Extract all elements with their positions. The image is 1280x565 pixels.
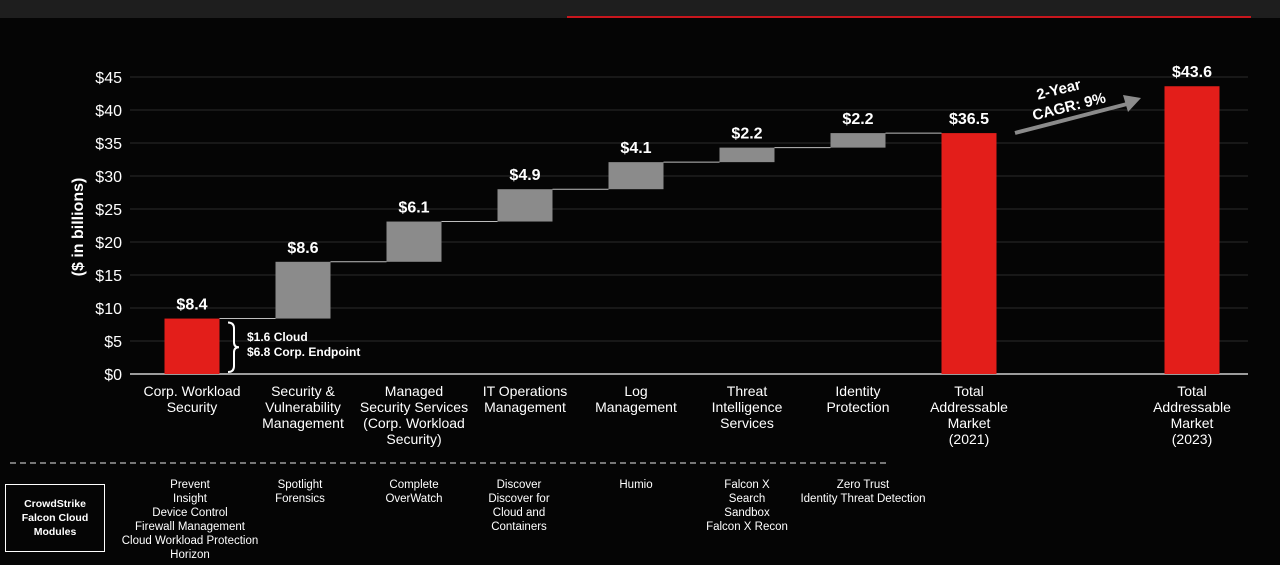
category-label: Log	[624, 383, 647, 399]
bracket-note: $6.8 Corp. Endpoint	[247, 345, 360, 359]
bracket	[227, 321, 240, 373]
category-label: Corp. Workload	[143, 383, 240, 399]
category-label: Protection	[826, 399, 889, 415]
category-label: Intelligence	[712, 399, 783, 415]
module-item: OverWatch	[385, 493, 442, 505]
bar-value-label: $6.1	[398, 200, 429, 217]
category-label: (2021)	[949, 431, 989, 447]
y-tick-label: $20	[95, 235, 122, 252]
category-label: Market	[948, 415, 991, 431]
category-label: Security	[167, 399, 218, 415]
module-item: Prevent	[170, 479, 210, 491]
bar-value-label: $36.5	[949, 111, 989, 128]
module-item: Containers	[491, 521, 547, 533]
cagr-arrow	[1014, 102, 1128, 135]
connectors	[219, 132, 942, 320]
bar	[497, 189, 553, 222]
module-item: Complete	[389, 479, 438, 491]
category-label: Total	[1177, 383, 1207, 399]
module-item: Falcon X	[724, 479, 770, 491]
module-item: Discover	[497, 479, 542, 491]
bar-value-label: $8.6	[287, 240, 318, 257]
module-item: Search	[729, 493, 765, 505]
y-tick-label: $15	[95, 268, 122, 285]
module-item: Cloud Workload Protection	[122, 535, 259, 547]
bar	[608, 162, 664, 190]
module-item: Spotlight	[278, 479, 324, 491]
y-tick-label: $10	[95, 301, 122, 318]
y-tick-label: $5	[104, 334, 122, 351]
category-label: Market	[1171, 415, 1214, 431]
category-label: Security)	[386, 431, 441, 447]
module-item: Device Control	[152, 507, 227, 519]
category-label: Managed	[385, 383, 443, 399]
y-axis-label: ($ in billions)	[70, 178, 87, 277]
module-item: Insight	[173, 493, 208, 505]
module-item: Cloud and	[493, 507, 545, 519]
category-label: Threat	[727, 383, 768, 399]
bar	[719, 147, 775, 163]
labels: $0 $5 $10 $15 $20 $25 $30 $35 $40 $45 ($ in billio…	[70, 64, 1231, 447]
category-label: (2023)	[1172, 431, 1212, 447]
category-label: Addressable	[930, 399, 1008, 415]
category-label: Management	[262, 415, 344, 431]
bar	[386, 221, 442, 262]
y-tick-label: $35	[95, 136, 122, 153]
category-label: Management	[595, 399, 677, 415]
bar	[830, 133, 886, 148]
accent-line	[567, 16, 1251, 18]
bar	[941, 133, 997, 374]
bar-value-label: $2.2	[731, 126, 762, 143]
module-item: Falcon X Recon	[706, 521, 788, 533]
bar-value-label: $4.9	[509, 167, 540, 184]
y-tick-label: $0	[104, 367, 122, 384]
y-tick-label: $40	[95, 103, 122, 120]
cagr-arrowhead	[1123, 95, 1141, 112]
bar-value-label: $43.6	[1172, 64, 1212, 81]
module-item: Humio	[619, 479, 652, 491]
category-label: Identity	[835, 383, 880, 399]
bar-value-label: $2.2	[842, 111, 873, 128]
module-item: Discover for	[488, 493, 550, 505]
category-label: Addressable	[1153, 399, 1231, 415]
module-item: Forensics	[275, 493, 325, 505]
module-item: Zero Trust	[837, 479, 890, 491]
category-label: Services	[720, 415, 774, 431]
module-item: Identity Threat Detection	[800, 493, 925, 505]
category-label: Total	[954, 383, 984, 399]
modules-row: Prevent Insight Device Control Firewall Man…	[10, 462, 926, 561]
category-label: Security &	[271, 383, 335, 399]
annotations: $1.6 Cloud$6.8 Corp. Endpoint 2-YearCAGR:…	[227, 76, 1141, 373]
module-item: Sandbox	[724, 507, 770, 519]
bar-value-label: $8.4	[176, 297, 207, 314]
modules-box: CrowdStrike Falcon Cloud Modules	[5, 484, 105, 552]
category-label: (Corp. Workload	[363, 415, 465, 431]
bar	[164, 318, 220, 374]
category-label: Security Services	[360, 399, 468, 415]
y-tick-label: $25	[95, 202, 122, 219]
y-tick-label: $45	[95, 70, 122, 87]
category-label: Management	[484, 399, 566, 415]
category-label: Vulnerability	[265, 399, 341, 415]
category-label: IT Operations	[483, 383, 568, 399]
y-tick-label: $30	[95, 169, 122, 186]
bar	[1164, 86, 1220, 375]
module-item: Firewall Management	[135, 521, 246, 533]
bar-value-label: $4.1	[620, 140, 651, 157]
top-band	[0, 0, 1280, 18]
bars	[164, 86, 1220, 375]
bracket-note: $1.6 Cloud	[247, 330, 308, 344]
bar	[275, 261, 331, 319]
module-item: Horizon	[170, 549, 210, 561]
